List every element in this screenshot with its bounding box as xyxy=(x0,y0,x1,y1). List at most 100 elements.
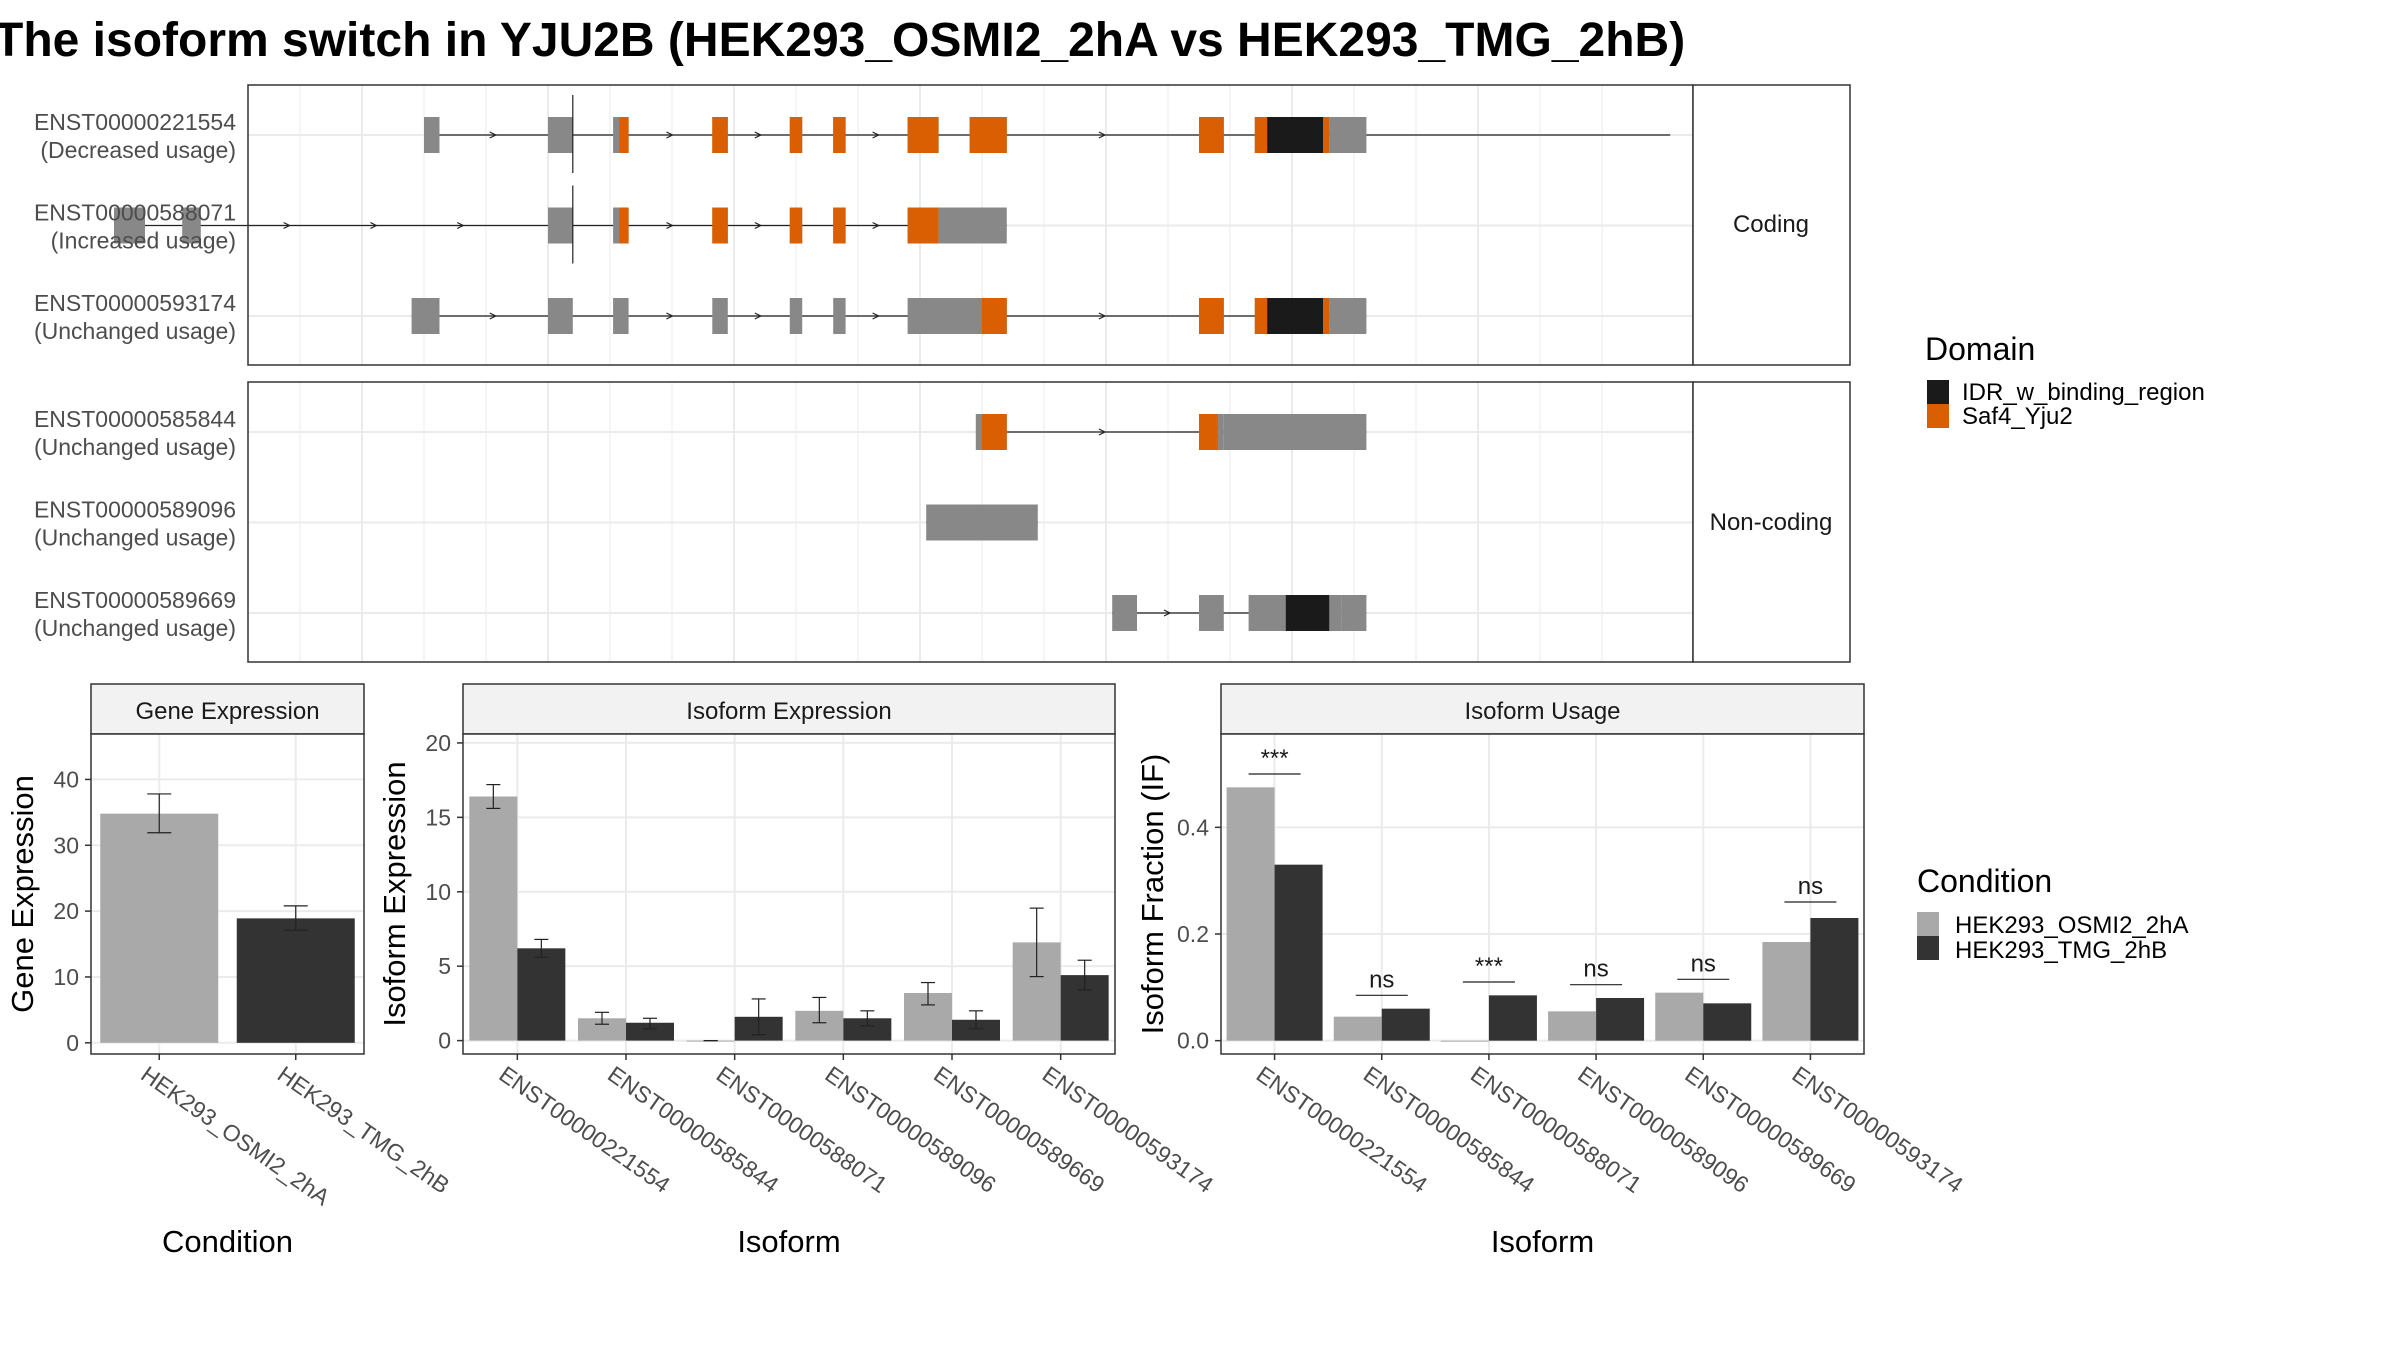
domain-saf4 xyxy=(789,117,803,153)
plot-frame xyxy=(90,733,365,1055)
domain-saf4 xyxy=(1199,298,1224,334)
y-tick-label: 10 xyxy=(425,879,451,905)
x-tick-label: ENST00000593174 xyxy=(1038,1061,1219,1198)
chart-title: Gene Expression xyxy=(135,698,319,725)
intron-arrow xyxy=(456,221,465,230)
exon xyxy=(938,207,1007,244)
bar xyxy=(236,918,355,1043)
bar xyxy=(1762,942,1811,1041)
y-tick-label: 0.0 xyxy=(1177,1028,1209,1054)
legend-label-saf4: Saf4_Yju2 xyxy=(1962,403,2073,430)
exon xyxy=(424,117,440,153)
facet-strip xyxy=(90,683,365,735)
transcript-id-label: ENST00000221554 xyxy=(34,109,236,135)
y-axis-title: Gene Expression xyxy=(5,775,40,1013)
x-tick-label: ENST00000585844 xyxy=(1359,1061,1540,1198)
legend-label-osmi2: HEK293_OSMI2_2hA xyxy=(1955,912,2188,939)
domain-saf4 xyxy=(982,414,1007,450)
intron-arrow xyxy=(666,131,674,139)
isoform-expression-chart: Isoform Expression05101520ENST0000022155… xyxy=(377,683,1219,1259)
bar xyxy=(469,796,518,1041)
intron-arrow xyxy=(872,312,880,320)
intron-arrow xyxy=(872,221,880,230)
bar xyxy=(843,1018,892,1041)
domain-saf4 xyxy=(1199,117,1224,153)
y-tick-label: 30 xyxy=(53,832,79,858)
intron-arrow xyxy=(1098,131,1107,139)
domain-saf4 xyxy=(1199,414,1218,450)
y-tick-label: 20 xyxy=(425,730,451,756)
intron-arrow xyxy=(666,312,674,320)
condition-legend: Condition HEK293_OSMI2_2hA HEK293_TMG_2h… xyxy=(1917,863,2188,964)
intron-arrow xyxy=(666,221,674,230)
bar xyxy=(1226,787,1275,1041)
domain-saf4 xyxy=(833,207,846,244)
structure-panel-coding: ENST00000221554(Decreased usage) ENST0000… xyxy=(34,84,1851,366)
x-tick-label: ENST00000589669 xyxy=(1680,1061,1860,1198)
figure-title: The isoform switch in YJU2B (HEK293_OSMI… xyxy=(0,14,1685,67)
intron-arrow xyxy=(754,221,763,230)
domain-saf4 xyxy=(907,207,939,244)
legend-label-tmg: HEK293_TMG_2hB xyxy=(1955,937,2167,964)
transcript-id-label: ENST00000589669 xyxy=(34,587,236,613)
exon xyxy=(712,298,728,334)
domain-saf4 xyxy=(1254,298,1268,334)
bar xyxy=(1596,998,1645,1041)
exon xyxy=(1112,595,1137,631)
intron-arrow xyxy=(754,131,763,139)
bar xyxy=(1810,918,1859,1041)
y-axis-title: Isoform Expression xyxy=(377,761,412,1026)
transcript-usage-label: (Unchanged usage) xyxy=(34,525,236,551)
legend-label-idr: IDR_w_binding_region xyxy=(1962,379,2205,406)
legend-key-tmg xyxy=(1917,936,1939,960)
exon xyxy=(1341,595,1367,631)
y-tick-label: 5 xyxy=(438,953,451,979)
y-tick-label: 40 xyxy=(53,766,79,792)
chart-title: Isoform Usage xyxy=(1464,698,1620,725)
exon xyxy=(1329,117,1367,153)
domain-saf4 xyxy=(907,117,939,153)
bar xyxy=(1333,1016,1382,1041)
significance-label: ns xyxy=(1369,966,1394,993)
transcript-id-label: ENST00000588071 xyxy=(34,200,236,226)
bar xyxy=(1655,992,1704,1041)
significance-label: ns xyxy=(1583,956,1608,983)
condition-legend-title: Condition xyxy=(1917,863,2052,899)
exon xyxy=(926,504,1038,541)
bar xyxy=(1548,1011,1597,1041)
exon xyxy=(907,298,982,334)
significance-label: *** xyxy=(1261,745,1289,772)
y-tick-label: 10 xyxy=(53,964,79,990)
exon xyxy=(411,298,440,334)
exon xyxy=(1199,595,1224,631)
domain-legend: Domain IDR_w_binding_region Saf4_Yju2 xyxy=(1925,331,2205,430)
facet-strip xyxy=(1220,683,1865,735)
bar xyxy=(1274,864,1323,1041)
domain-saf4 xyxy=(789,207,803,244)
legend-key-osmi2 xyxy=(1917,912,1939,936)
transcript-usage-label: (Unchanged usage) xyxy=(34,318,236,344)
bar xyxy=(1703,1003,1752,1041)
x-axis-title: Isoform xyxy=(737,1224,840,1259)
intron-arrow xyxy=(370,221,378,230)
transcript-usage-label: (Increased usage) xyxy=(51,228,236,254)
intron-arrow xyxy=(489,131,498,139)
domain-saf4 xyxy=(969,117,1007,153)
exon xyxy=(548,117,573,153)
domain-saf4 xyxy=(1323,117,1330,153)
transcript-usage-label: (Decreased usage) xyxy=(40,137,236,163)
x-tick-label: ENST00000593174 xyxy=(1788,1061,1969,1198)
y-tick-label: 15 xyxy=(425,804,451,830)
facet-strip-noncoding xyxy=(1692,381,1851,663)
domain-idr xyxy=(1267,117,1323,153)
transcript-id-label: ENST00000589096 xyxy=(34,497,236,523)
plot-background xyxy=(463,734,1115,1054)
intron-arrow xyxy=(1098,312,1107,320)
exon xyxy=(833,298,846,334)
plot-frame xyxy=(462,733,1116,1055)
intron-arrow xyxy=(872,131,880,139)
x-axis-title: Isoform xyxy=(1491,1224,1594,1259)
exon xyxy=(1223,414,1367,450)
y-tick-label: 0.2 xyxy=(1177,921,1209,947)
